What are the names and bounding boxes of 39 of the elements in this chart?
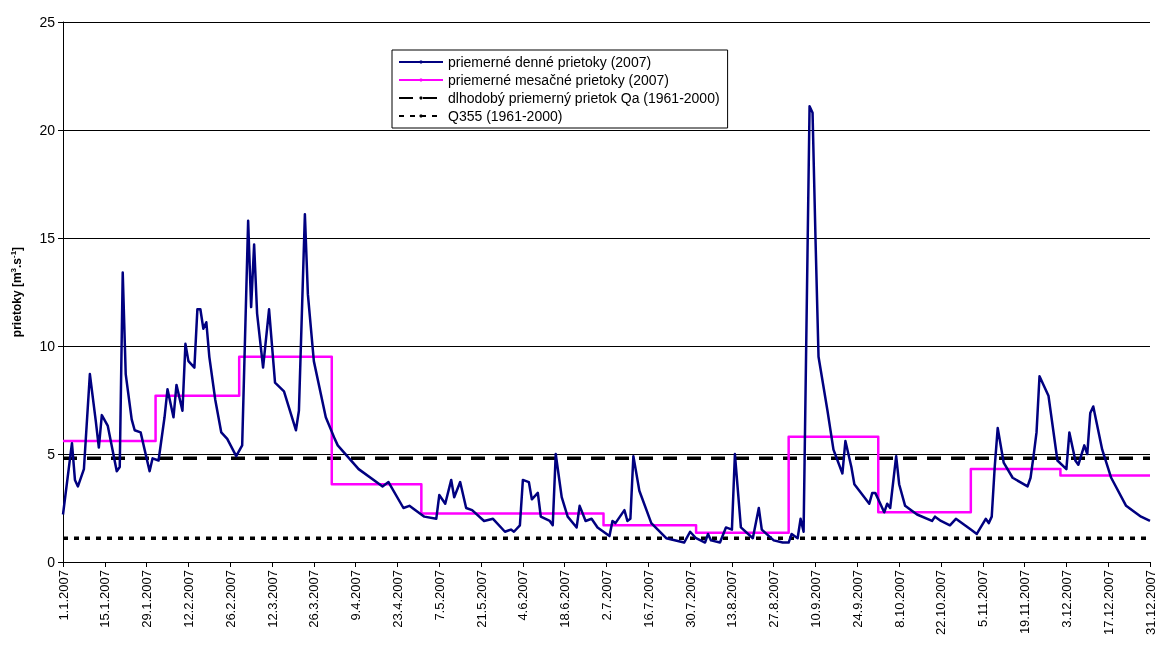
x-tick-label: 15.1.2007 bbox=[97, 570, 113, 628]
legend-label: priemerné denné prietoky (2007) bbox=[448, 54, 652, 70]
x-tick-label: 24.9.2007 bbox=[849, 570, 865, 628]
x-tick-label: 2.7.2007 bbox=[599, 570, 614, 621]
x-tick-label: 27.8.2007 bbox=[766, 570, 782, 628]
x-tick-label: 18.6.2007 bbox=[557, 570, 573, 628]
y-tick-label: 0 bbox=[47, 554, 56, 570]
x-tick-label: 5.11.2007 bbox=[975, 570, 991, 627]
y-tick-label: 20 bbox=[39, 122, 56, 138]
x-tick-label: 22.10.2007 bbox=[933, 570, 949, 636]
line-series bbox=[61, 104, 1152, 544]
x-tick-label: 8.10.2007 bbox=[891, 570, 907, 628]
x-tick-label: 26.2.2007 bbox=[222, 570, 238, 628]
x-tick-label: 16.7.2007 bbox=[640, 570, 656, 628]
y-axis-title: prietoky [m3.s-1] bbox=[8, 246, 24, 338]
x-tick-label: 1.1.2007 bbox=[55, 570, 71, 621]
y-tick-label: 5 bbox=[47, 446, 56, 462]
x-tick-label: 3.12.2007 bbox=[1058, 570, 1074, 628]
legend-label: priemerné mesačné prietoky (2007) bbox=[448, 72, 669, 88]
x-tick-label: 31.12.2007 bbox=[1142, 570, 1157, 636]
x-tick-label: 29.1.2007 bbox=[139, 570, 155, 628]
x-tick-label: 13.8.2007 bbox=[724, 570, 740, 628]
x-tick-label: 19.11.2007 bbox=[1017, 570, 1033, 635]
x-tick-label: 21.5.2007 bbox=[473, 570, 489, 628]
legend-label: Q355 (1961-2000) bbox=[448, 108, 563, 124]
x-tick-label: 4.6.2007 bbox=[515, 570, 531, 621]
x-tick-label: 30.7.2007 bbox=[682, 570, 698, 628]
x-tick-label: 12.2.2007 bbox=[180, 570, 196, 628]
x-tick-label: 17.12.2007 bbox=[1100, 570, 1116, 636]
y-tick-label: 10 bbox=[39, 338, 56, 354]
x-tick-label: 9.4.2007 bbox=[348, 570, 364, 621]
x-tick-label: 12.3.2007 bbox=[264, 570, 280, 628]
y-tick-label: 15 bbox=[39, 230, 56, 246]
x-tick-label: 23.4.2007 bbox=[389, 570, 405, 628]
y-tick-label: 25 bbox=[39, 14, 56, 30]
legend-label: dlhodobý priemerný prietok Qa (1961-2000) bbox=[448, 90, 720, 106]
x-tick-label: 7.5.2007 bbox=[431, 570, 447, 621]
x-tick-label: 10.9.2007 bbox=[808, 570, 824, 628]
x-tick-label: 26.3.2007 bbox=[306, 570, 322, 628]
